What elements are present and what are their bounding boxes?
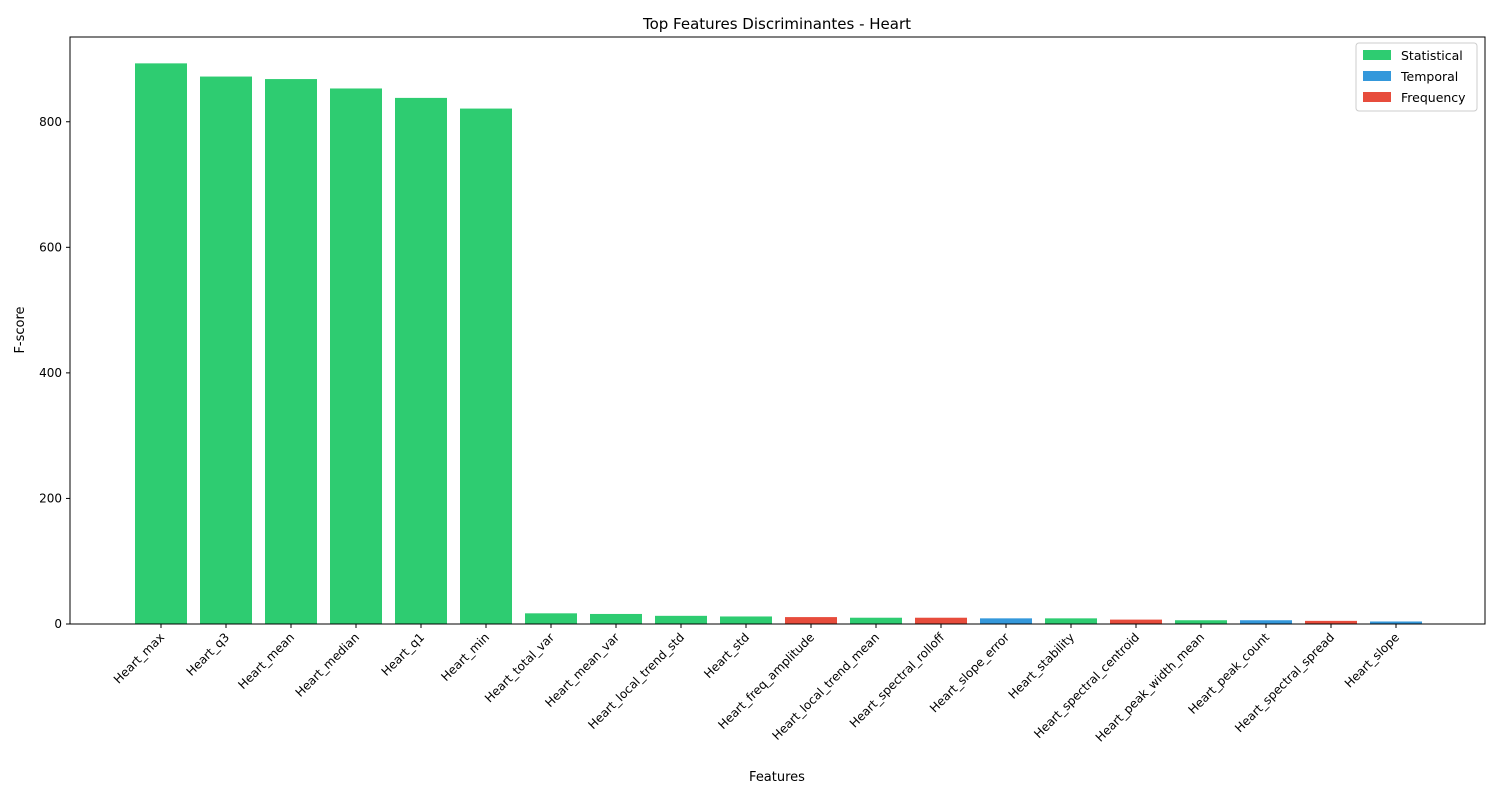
bar-Heart_slope <box>1370 621 1422 624</box>
y-tick-label: 800 <box>39 115 62 129</box>
bar-Heart_spectral_spread <box>1305 620 1357 624</box>
x-tick-label: Heart_median <box>293 630 363 700</box>
legend-label-statistical: Statistical <box>1401 48 1463 63</box>
bar-Heart_std <box>720 616 772 624</box>
y-tick-label: 200 <box>39 491 62 505</box>
legend: Statistical Temporal Frequency <box>1355 42 1478 112</box>
x-tick-label: Heart_spectral_centroid <box>1031 630 1142 741</box>
legend-swatch-temporal <box>1363 71 1391 81</box>
legend-label-frequency: Frequency <box>1401 90 1466 105</box>
bar-Heart_mean <box>265 79 317 624</box>
y-tick-label: 600 <box>39 240 62 254</box>
bar-Heart_local_trend_mean <box>850 617 902 624</box>
x-tick-label: Heart_max <box>111 630 167 686</box>
x-tick-label: Heart_stability <box>1006 630 1078 702</box>
x-tick-label: Heart_peak_width_mean <box>1093 630 1207 744</box>
bar-Heart_q1 <box>395 97 447 624</box>
legend-swatch-statistical <box>1363 50 1391 60</box>
x-tick-label: Heart_total_var <box>482 630 557 705</box>
legend-swatch-frequency <box>1363 92 1391 102</box>
bar-Heart_total_var <box>525 613 577 624</box>
bar-Heart_freq_amplitude <box>785 617 837 624</box>
bar-Heart_max <box>135 63 187 624</box>
y-tick-label: 0 <box>54 617 62 631</box>
legend-label-temporal: Temporal <box>1400 69 1458 84</box>
bar-Heart_spectral_centroid <box>1110 619 1162 624</box>
y-tick-label: 400 <box>39 366 62 380</box>
plot-frame <box>69 36 1486 625</box>
x-tick-label: Heart_q1 <box>379 630 428 679</box>
y-axis-label: F-score <box>13 306 28 353</box>
bar-Heart_slope_error <box>980 618 1032 624</box>
bar-Heart_peak_count <box>1240 620 1292 624</box>
bar-Heart_min <box>460 108 512 624</box>
x-tick-label: Heart_std <box>701 630 752 681</box>
bar-Heart_median <box>330 88 382 624</box>
bar-Heart_spectral_rolloff <box>915 617 967 624</box>
x-tick-label: Heart_slope <box>1342 630 1402 690</box>
bar-Heart_local_trend_std <box>655 615 707 624</box>
bar-Heart_mean_var <box>590 613 642 624</box>
bars-group <box>135 63 1422 624</box>
bar-Heart_q3 <box>200 76 252 624</box>
x-axis-label: Features <box>749 770 805 785</box>
chart-title: Top Features Discriminantes - Heart <box>642 15 911 33</box>
y-axis-ticks: 0 200 400 600 800 <box>39 115 70 631</box>
x-tick-label: Heart_mean <box>235 630 297 692</box>
x-tick-label: Heart_min <box>438 630 492 684</box>
bar-Heart_stability <box>1045 618 1097 624</box>
x-tick-label: Heart_local_trend_mean <box>769 630 882 743</box>
x-tick-label: Heart_q3 <box>184 630 233 679</box>
bar-Heart_peak_width_mean <box>1175 620 1227 624</box>
